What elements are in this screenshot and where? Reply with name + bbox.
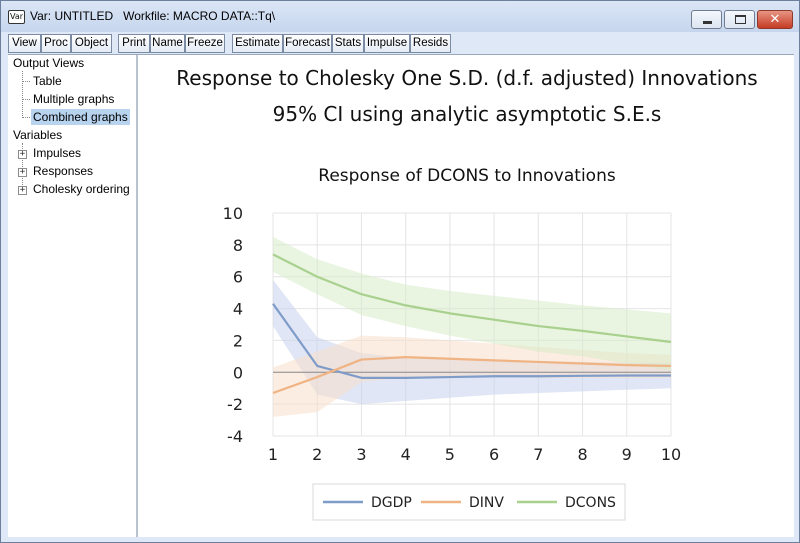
tree-connector [22,71,23,118]
expand-impulses-icon[interactable]: + [18,149,27,159]
graph-title-line1: Response to Cholesky One S.D. (d.f. adju… [176,66,757,90]
y-tick-label: -4 [227,427,243,446]
tree-connector [22,81,30,82]
expand-cholesky-icon[interactable]: + [18,185,27,195]
tree-connector [22,99,30,100]
y-tick-label: -2 [227,395,243,414]
tree-item-impulses[interactable]: Impulses [33,146,82,160]
ci-band-dcons [273,236,671,371]
y-tick-label: 8 [233,236,243,255]
confidence-bands [273,236,671,417]
x-tick-label: 2 [312,445,322,464]
x-tick-label: 1 [268,445,278,464]
legend-label-dcons: DCONS [565,495,616,511]
chart-title: Response of DCONS to Innovations [318,166,616,186]
maximize-icon [735,15,746,24]
line-dcons [272,253,672,344]
estimate-button[interactable]: Estimate [232,34,283,53]
proc-button[interactable]: Proc [41,34,71,53]
x-tick-label: 6 [489,445,499,464]
object-button[interactable]: Object [71,34,112,53]
tree-item-table[interactable]: Table [33,74,62,88]
print-button[interactable]: Print [118,34,150,53]
close-button[interactable]: ✕ [757,10,793,29]
tree-item-multiple-graphs[interactable]: Multiple graphs [33,92,115,106]
graph-area: Response to Cholesky One S.D. (d.f. adju… [141,55,794,537]
x-tick-label: 3 [356,445,366,464]
tree-item-combined-graphs[interactable]: Combined graphs [31,109,130,125]
x-tick-label: 5 [445,445,455,464]
x-tick-label: 9 [622,445,632,464]
tree-output-views[interactable]: Output Views [13,56,85,70]
line-dgdp [272,303,671,379]
tree-connector [22,117,30,118]
close-icon: ✕ [769,12,781,27]
x-tick-label: 4 [401,445,411,464]
y-tick-label: 6 [233,268,243,287]
tree-variables[interactable]: Variables [13,128,63,142]
impulse-button[interactable]: Impulse [364,34,410,53]
line-dinv [272,356,672,395]
x-tick-label: 7 [533,445,543,464]
toolbar: View Proc Object Print Name Freeze Estim… [8,32,794,54]
legend-box [312,483,626,521]
y-tick-label: 4 [233,300,243,319]
var-app-icon: Var [8,10,25,24]
y-tick-label: 0 [233,363,243,382]
y-tick-label: 2 [233,331,243,350]
legend-label-dinv: DINV [469,495,504,511]
series-lines [272,253,672,395]
window-title: Var: UNTITLED Workfile: MACRO DATA::Tq\ [30,9,276,23]
name-button[interactable]: Name [150,34,185,53]
tree-item-cholesky-ordering[interactable]: Cholesky ordering [33,182,130,196]
tree-item-responses[interactable]: Responses [33,164,94,178]
impulse-response-chart: Response to Cholesky One S.D. (d.f. adju… [176,66,758,521]
y-tick-label: 10 [223,204,243,223]
view-button[interactable]: View [8,34,41,53]
title-bar[interactable]: Var Var: UNTITLED Workfile: MACRO DATA::… [1,1,799,32]
output-panel: Output Views Table Multiple graphs Combi… [8,54,794,537]
graph-title-line2: 95% CI using analytic asymptotic S.E.s [273,102,662,126]
chart-legend[interactable]: DGDP DINV DCONS [312,483,626,521]
minimize-icon [703,21,712,24]
forecast-button[interactable]: Forecast [283,34,332,53]
maximize-button[interactable] [724,10,755,29]
x-tick-label: 8 [577,445,587,464]
stats-button[interactable]: Stats [332,34,364,53]
tree-connector [22,143,23,189]
legend-label-dgdp: DGDP [371,495,412,511]
minimize-button[interactable] [691,10,722,29]
freeze-button[interactable]: Freeze [185,34,225,53]
output-tree: Output Views Table Multiple graphs Combi… [8,55,138,537]
expand-responses-icon[interactable]: + [18,167,27,177]
x-tick-label: 10 [661,445,681,464]
resids-button[interactable]: Resids [410,34,451,53]
